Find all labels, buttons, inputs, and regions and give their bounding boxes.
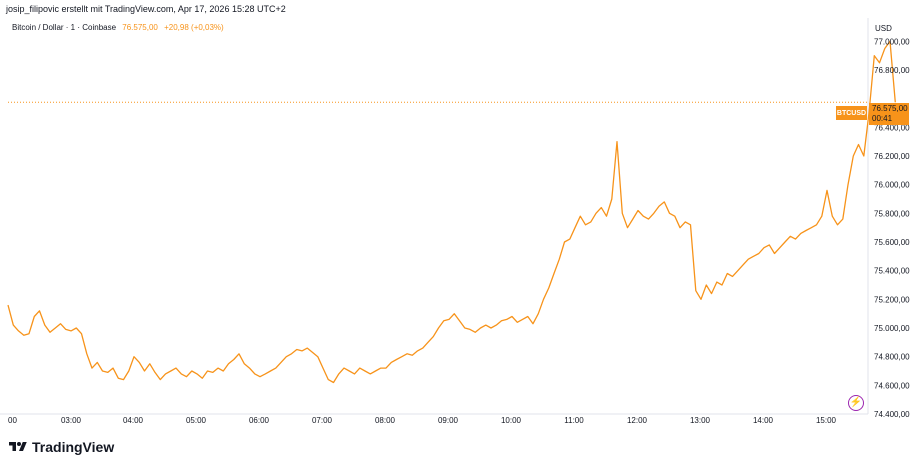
price-change-value: +20,98 (+0,03%) <box>164 23 224 32</box>
y-tick-label: 77.000,00 <box>874 37 910 46</box>
x-tick-label: 06:00 <box>249 416 270 425</box>
y-tick-label: 74.400,00 <box>874 410 910 419</box>
x-tick-label: 00 <box>8 416 17 425</box>
y-tick-label: 76.800,00 <box>874 66 910 75</box>
x-tick-label: 14:00 <box>753 416 774 425</box>
x-tick-label: 15:00 <box>816 416 837 425</box>
x-tick-label: 12:00 <box>627 416 648 425</box>
x-tick-label: 04:00 <box>123 416 144 425</box>
x-tick-label: 10:00 <box>501 416 522 425</box>
y-tick-label: 76.400,00 <box>874 123 910 132</box>
x-tick-label: 09:00 <box>438 416 459 425</box>
symbol-name: Bitcoin / Dollar · 1 · Coinbase <box>12 23 117 32</box>
y-tick-label: 75.200,00 <box>874 295 910 304</box>
y-tick-label: 75.800,00 <box>874 209 910 218</box>
y-tick-label: 75.600,00 <box>874 238 910 247</box>
x-tick-label: 08:00 <box>375 416 396 425</box>
y-tick-label: 76.200,00 <box>874 152 910 161</box>
y-tick-label: 74.600,00 <box>874 381 910 390</box>
y-tick-label: 75.000,00 <box>874 324 910 333</box>
symbol-legend: Bitcoin / Dollar · 1 · Coinbase 76.575,0… <box>12 23 224 32</box>
x-tick-label: 11:00 <box>564 416 584 425</box>
y-tick-label: 75.400,00 <box>874 267 910 276</box>
last-price-value: 76.575,00 <box>122 23 158 32</box>
x-tick-label: 05:00 <box>186 416 207 425</box>
tag-countdown: 00:41 <box>872 114 893 123</box>
brand-name: TradingView <box>32 439 115 455</box>
lightning-icon[interactable]: ⚡ <box>848 395 864 411</box>
currency-label[interactable]: USD <box>875 24 892 33</box>
tag-price-box: 76.575,00 00:41 <box>869 103 909 125</box>
x-tick-label: 07:00 <box>312 416 333 425</box>
tag-price: 76.575,00 <box>872 104 908 113</box>
series-line-btcusd <box>7 40 896 384</box>
tag-symbol: BTCUSD <box>836 106 867 120</box>
chart-attribution: josip_filipovic erstellt mit TradingView… <box>6 4 286 14</box>
tradingview-logo-icon <box>9 442 27 451</box>
x-tick-label: 13:00 <box>690 416 711 425</box>
x-tick-label: 03:00 <box>61 416 82 425</box>
y-tick-label: 74.800,00 <box>874 353 910 362</box>
tradingview-brand[interactable]: TradingView <box>8 439 114 455</box>
last-price-tag: BTCUSD 76.575,00 00:41 <box>836 103 910 125</box>
y-tick-label: 76.000,00 <box>874 181 910 190</box>
